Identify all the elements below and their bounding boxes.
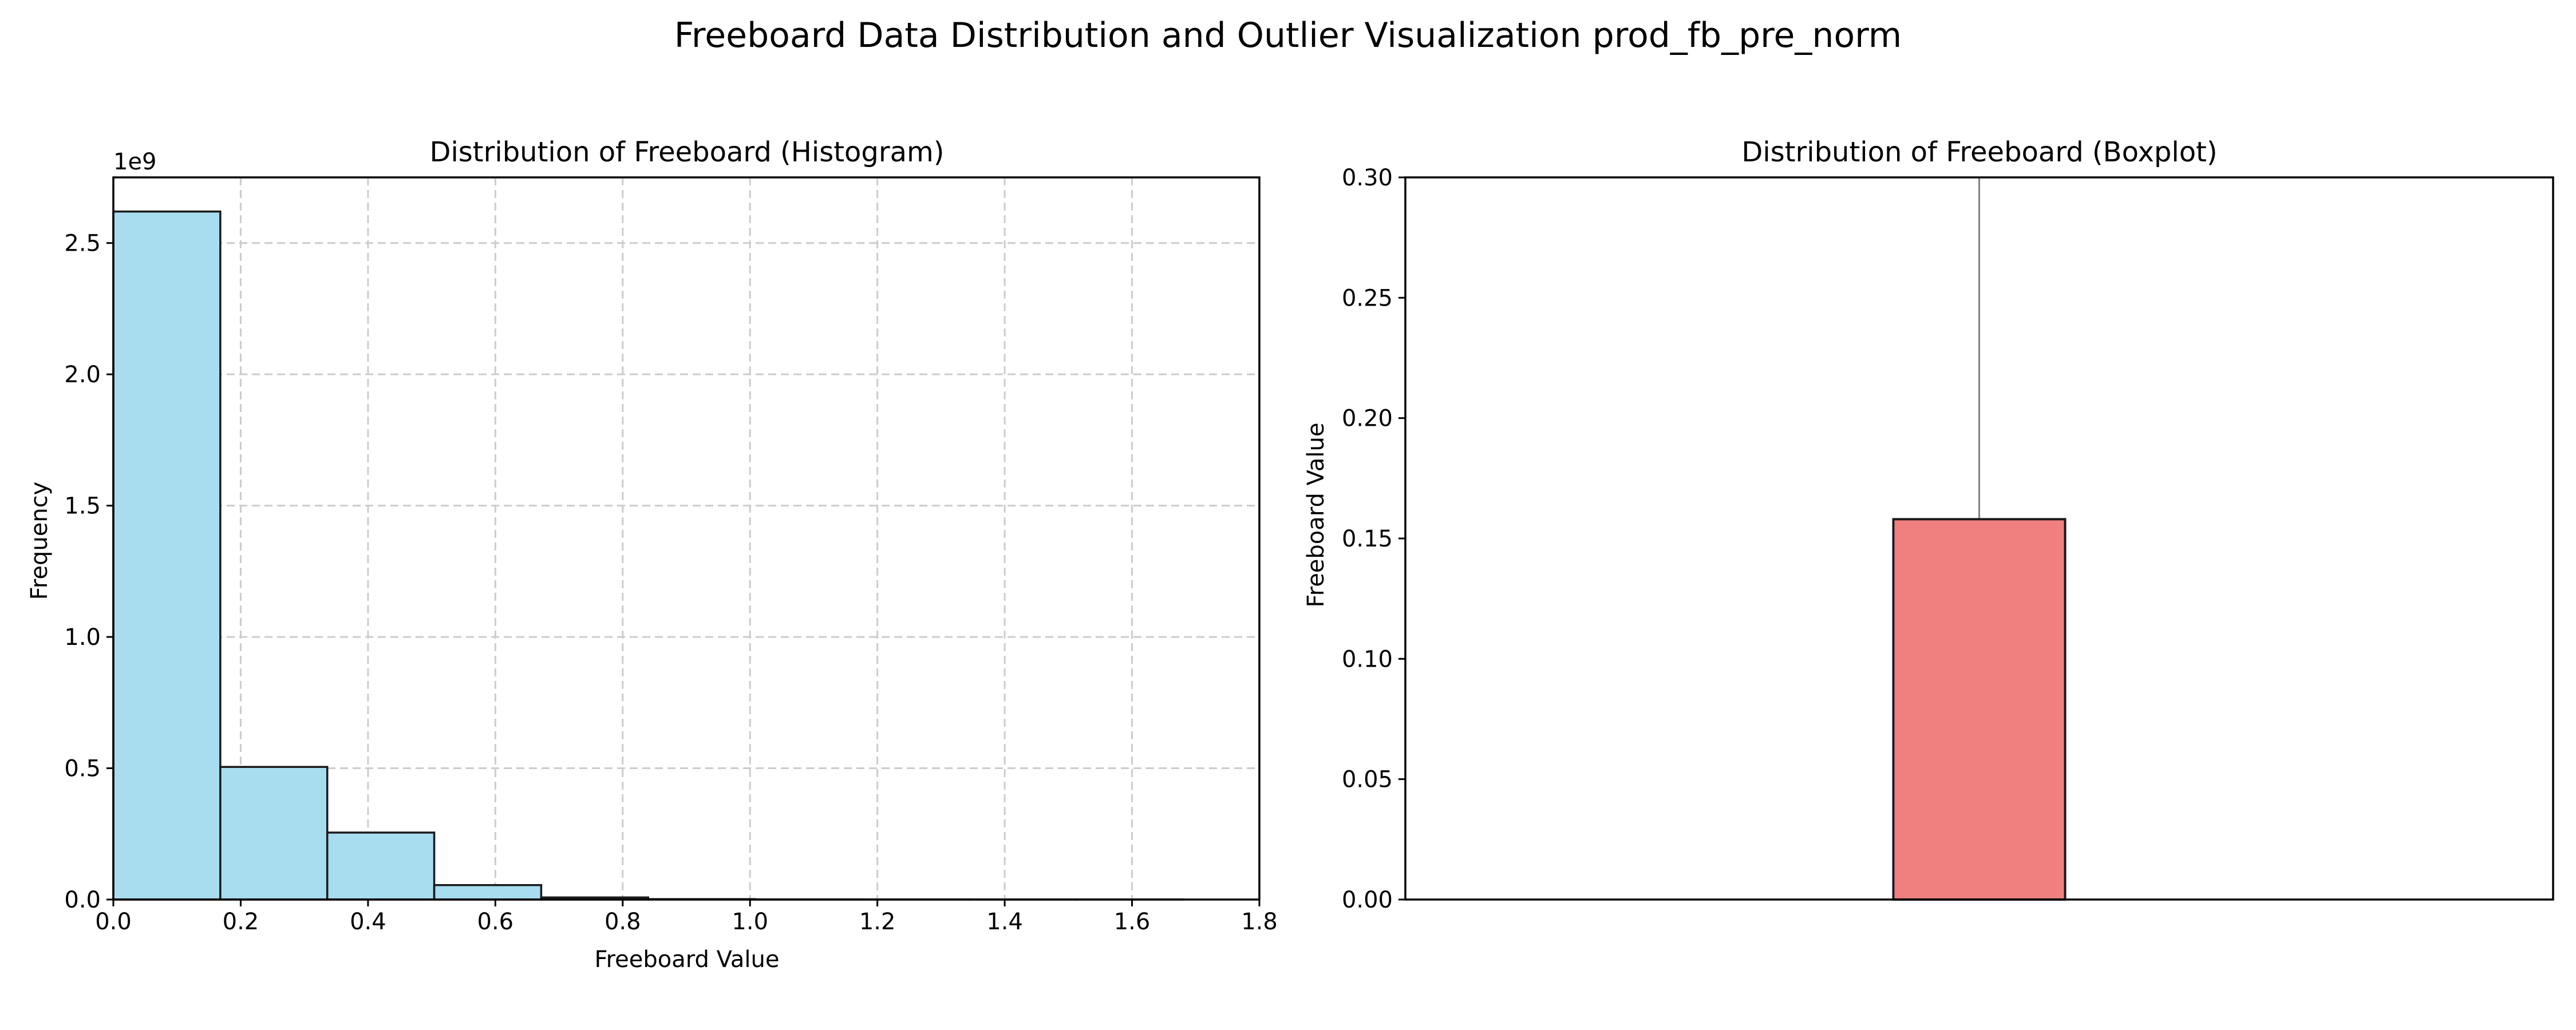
histogram-x-tick-label: 1.8 [1241,909,1278,935]
histogram-y-tick-label: 1.5 [64,493,101,520]
histogram-y-tick-label: 0.0 [64,887,101,913]
boxplot-y-tick-label: 0.05 [1342,767,1393,793]
histogram-grid [113,177,1259,900]
histogram-x-tick-label: 1.2 [859,909,896,935]
histogram-bars [112,210,1184,901]
histogram-y-tick-label: 0.5 [64,756,101,782]
histogram-x-tick-label: 0.0 [95,909,132,935]
histogram-x-tick-label: 1.4 [986,909,1023,935]
boxplot-y-tick-label: 0.25 [1342,285,1393,311]
histogram-x-tick-label: 0.8 [605,909,641,935]
histogram-x-tick-label: 1.6 [1114,909,1151,935]
boxplot-y-axis-label: Freeboard Value [1303,423,1329,608]
histogram-frame [112,176,1261,901]
histogram-y-tick-label: 2.0 [64,362,101,388]
histogram-bar [326,831,436,901]
histogram-bar [219,766,329,901]
boxplot-marks [1892,177,2067,901]
boxplot-y-tick-label: 0.30 [1342,165,1393,191]
boxplot-y-tick-label: 0.15 [1342,526,1393,552]
histogram-x-tick-label: 1.0 [732,909,768,935]
histogram-x-tick-label: 0.6 [477,909,514,935]
histogram-title: Distribution of Freeboard (Histogram) [430,136,945,168]
boxplot-axes: 0.00 0.05 0.10 0.15 0.20 0.25 0.30 [1342,165,2554,913]
histogram-axes: 0.0 0.2 0.4 0.6 0.8 1.0 1.2 1.4 1.6 1.8 0.0 0.5 1.0 1… [64,176,1278,935]
histogram-bar [433,884,543,901]
histogram-x-tick-label: 0.2 [223,909,259,935]
boxplot-panel: Distribution of Freeboard (Boxplot) 0.00… [1303,136,2554,913]
figure-title: Freeboard Data Distribution and Outlier … [674,15,1902,56]
histogram-y-tick-label: 1.0 [64,624,101,651]
histogram-y-offset-label: 1e9 [113,149,157,175]
boxplot-y-tick-label: 0.20 [1342,406,1393,432]
histogram-x-tick-label: 0.4 [350,909,386,935]
histogram-panel: Distribution of Freeboard (Histogram) 0.… [26,136,1278,973]
boxplot-y-tick-label: 0.10 [1342,646,1393,672]
histogram-bar [112,210,222,901]
boxplot-box [1892,518,2067,901]
boxplot-y-tick-label: 0.00 [1342,887,1393,913]
histogram-x-axis-label: Freeboard Value [595,946,780,973]
histogram-y-tick-label: 2.5 [64,231,101,257]
histogram-y-axis-label: Frequency [26,482,53,600]
boxplot-title: Distribution of Freeboard (Boxplot) [1741,136,2217,168]
